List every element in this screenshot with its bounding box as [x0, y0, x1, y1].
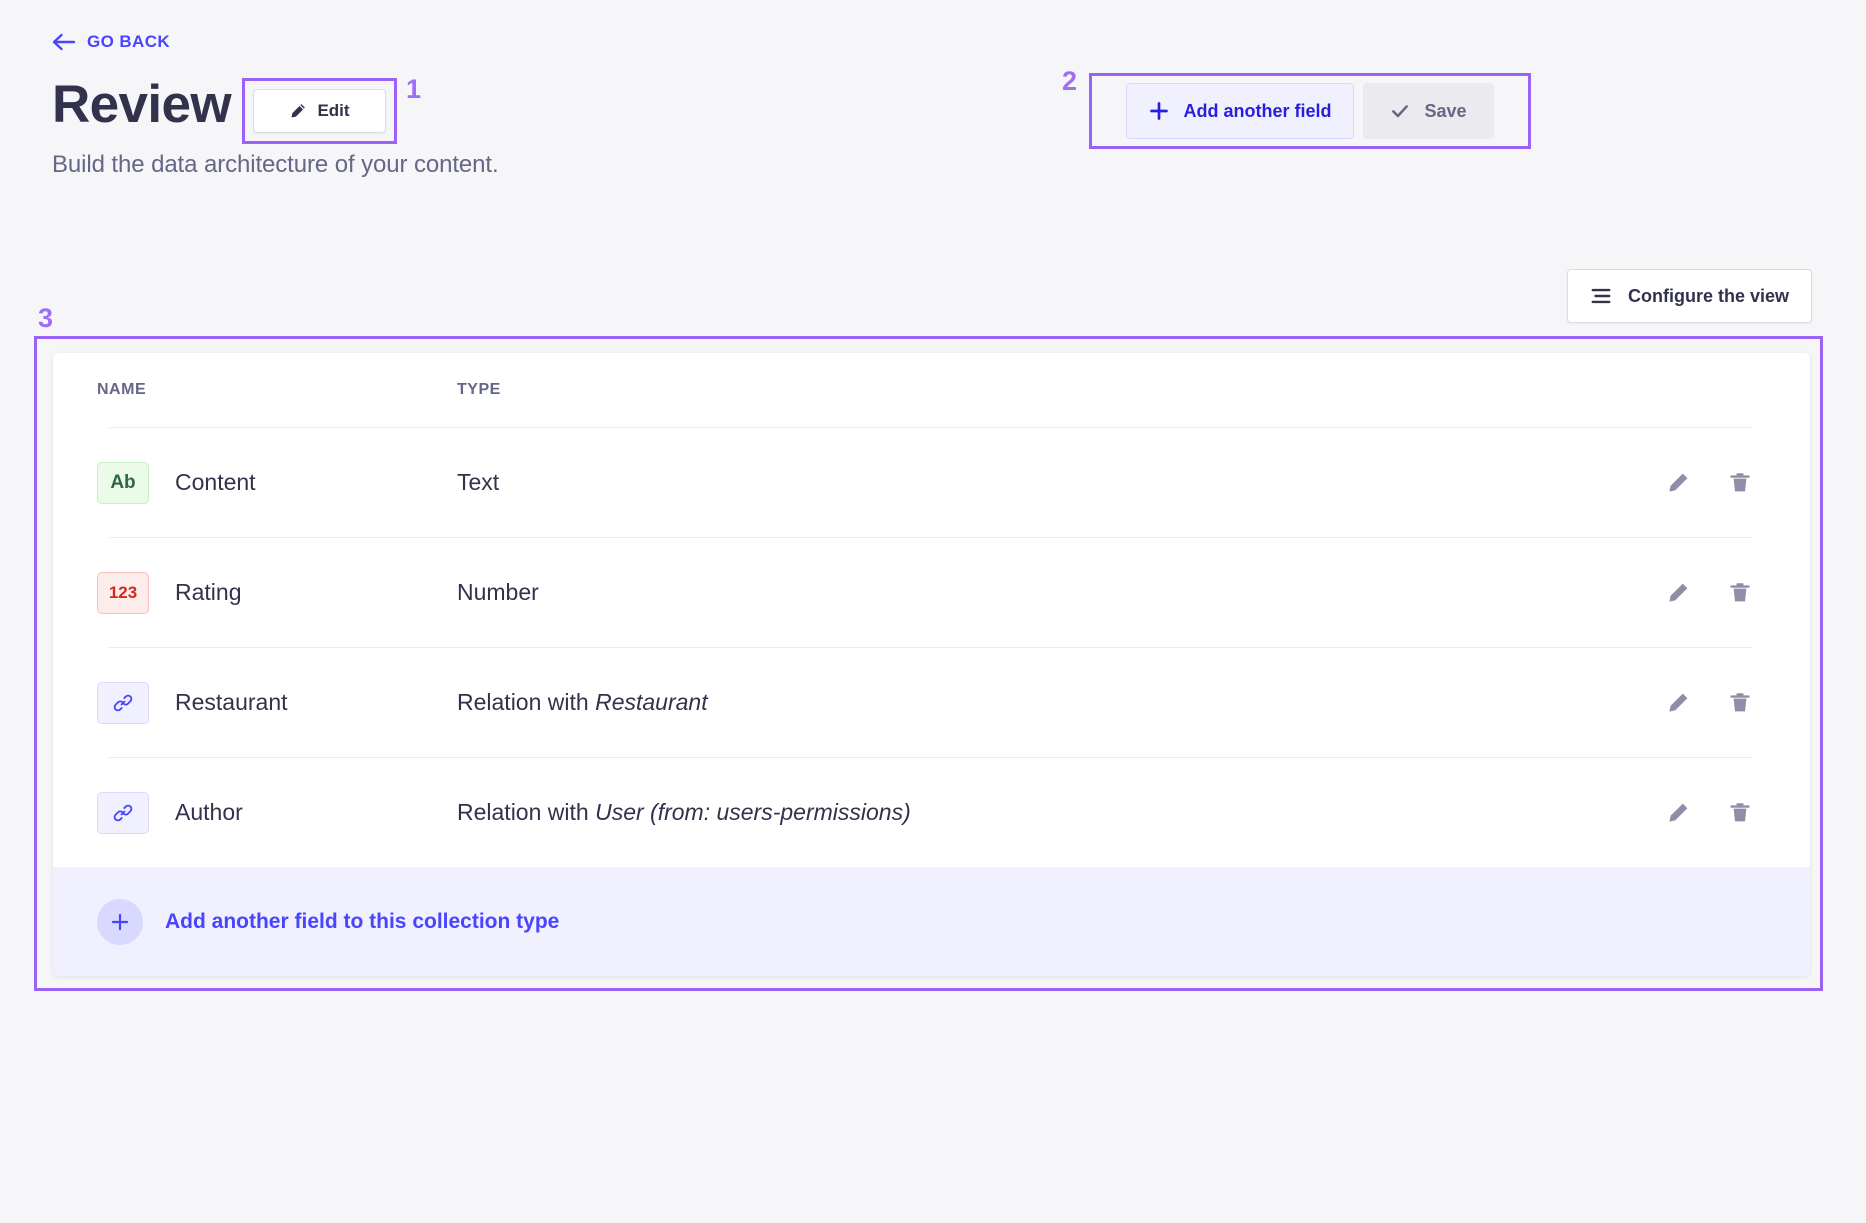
add-another-field-button[interactable]: Add another field [1126, 83, 1355, 139]
fields-table-card: NAME TYPE Ab Content Text [53, 353, 1810, 976]
field-name-label: Restaurant [175, 689, 288, 715]
field-name-cell: 123 Rating [97, 571, 457, 614]
annotation-number-1: 1 [406, 74, 422, 104]
field-name-label: Rating [175, 579, 242, 605]
field-type-cell: Text [457, 469, 1602, 496]
delete-field-button[interactable] [1728, 471, 1752, 495]
trash-icon [1730, 472, 1750, 491]
column-header-name: NAME [97, 381, 147, 398]
field-type-cell: Relation with User (from: users-permissi… [457, 799, 1602, 826]
table-divider [109, 757, 1752, 758]
table-divider [109, 537, 1752, 538]
title-row: Review [52, 75, 232, 134]
edit-field-button[interactable] [1666, 691, 1690, 715]
row-actions [1602, 691, 1752, 715]
pencil-icon [1669, 693, 1688, 712]
page-title: Review [52, 75, 232, 134]
table-row[interactable]: Author Relation with User (from: users-p… [53, 758, 1810, 867]
row-actions [1602, 471, 1752, 495]
trash-icon [1730, 802, 1750, 821]
go-back-label: GO BACK [87, 32, 171, 51]
plus-icon [1149, 101, 1169, 121]
sliders-icon [1590, 285, 1612, 307]
annotation-box-2: Add another field Save [1089, 73, 1531, 149]
badge-label: 123 [108, 582, 138, 602]
field-type-badge-relation [97, 791, 149, 834]
arrow-left-icon [52, 33, 76, 51]
save-button[interactable]: Save [1363, 83, 1494, 139]
field-name-cell: Author [97, 791, 457, 834]
field-type-cell: Relation with Restaurant [457, 689, 1602, 716]
trash-icon [1730, 582, 1750, 601]
delete-field-button[interactable] [1728, 581, 1752, 605]
edit-field-button[interactable] [1666, 801, 1690, 825]
configure-the-view-label: Configure the view [1627, 285, 1789, 306]
annotation-box-1: Edit [242, 78, 397, 144]
edit-field-button[interactable] [1666, 581, 1690, 605]
row-actions [1602, 801, 1752, 825]
add-another-field-footer[interactable]: Add another field to this collection typ… [53, 867, 1810, 976]
link-icon [112, 802, 134, 824]
field-type-text: Text [457, 469, 500, 495]
plus-icon [97, 898, 143, 945]
table-header-row: NAME TYPE [53, 353, 1810, 427]
save-button-label: Save [1424, 100, 1467, 121]
field-type-badge-relation [97, 681, 149, 724]
page-subtitle: Build the data architecture of your cont… [52, 151, 499, 178]
trash-icon [1730, 692, 1750, 711]
column-header-type: TYPE [457, 381, 501, 398]
field-type-target: Restaurant [595, 689, 708, 715]
delete-field-button[interactable] [1728, 801, 1752, 825]
add-another-field-footer-label: Add another field to this collection typ… [165, 909, 560, 933]
add-another-field-label: Add another field [1183, 100, 1332, 121]
edit-button[interactable]: Edit [253, 89, 386, 133]
table-row[interactable]: Restaurant Relation with Restaurant [53, 648, 1810, 757]
pencil-icon [1669, 473, 1688, 492]
annotation-number-2: 2 [1062, 66, 1078, 96]
pencil-icon [289, 102, 307, 120]
field-name-label: Content [175, 469, 256, 495]
table-divider [109, 647, 1752, 648]
go-back-link[interactable]: GO BACK [52, 32, 170, 52]
table-divider [109, 427, 1752, 428]
field-type-badge-text: Ab [97, 461, 149, 504]
field-type-target: User (from: users-permissions) [595, 799, 911, 825]
annotation-number-3: 3 [38, 303, 54, 333]
table-row[interactable]: 123 Rating Number [53, 538, 1810, 647]
field-type-text: Relation with [457, 689, 596, 715]
row-actions [1602, 581, 1752, 605]
field-name-cell: Ab Content [97, 461, 457, 504]
fields-table: NAME TYPE Ab Content Text [53, 353, 1810, 867]
field-type-text: Relation with [457, 799, 596, 825]
edit-button-label: Edit [317, 101, 350, 120]
annotation-box-3: NAME TYPE Ab Content Text [34, 336, 1823, 991]
field-type-cell: Number [457, 579, 1602, 606]
field-type-badge-number: 123 [97, 571, 149, 614]
check-icon [1390, 101, 1410, 121]
link-icon [112, 692, 134, 714]
table-row[interactable]: Ab Content Text [53, 428, 1810, 537]
configure-the-view-button[interactable]: Configure the view [1566, 269, 1812, 323]
field-name-cell: Restaurant [97, 681, 457, 724]
edit-field-button[interactable] [1666, 471, 1690, 495]
pencil-icon [1669, 583, 1688, 602]
delete-field-button[interactable] [1728, 691, 1752, 715]
field-type-text: Number [457, 579, 539, 605]
badge-label: Ab [110, 471, 136, 493]
field-name-label: Author [175, 799, 243, 825]
pencil-icon [1669, 803, 1688, 822]
